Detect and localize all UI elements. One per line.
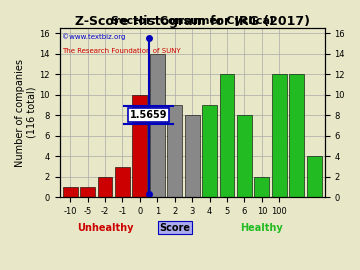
Bar: [255, 177, 269, 197]
Text: 1.5659: 1.5659: [130, 110, 167, 120]
Text: Score: Score: [159, 223, 190, 233]
Bar: [167, 105, 182, 197]
Bar: [63, 187, 78, 197]
Bar: [307, 156, 321, 197]
Text: Sector: Consumer Cyclical: Sector: Consumer Cyclical: [111, 16, 274, 26]
Bar: [272, 74, 287, 197]
Bar: [98, 177, 112, 197]
Bar: [237, 115, 252, 197]
Text: The Research Foundation of SUNY: The Research Foundation of SUNY: [62, 48, 181, 54]
Text: ©www.textbiz.org: ©www.textbiz.org: [62, 33, 126, 40]
Bar: [185, 115, 199, 197]
Text: Unhealthy: Unhealthy: [77, 223, 133, 233]
Bar: [132, 95, 147, 197]
Bar: [80, 187, 95, 197]
Bar: [220, 74, 234, 197]
Bar: [202, 105, 217, 197]
Bar: [115, 167, 130, 197]
Title: Z-Score Histogram for IRG (2017): Z-Score Histogram for IRG (2017): [75, 15, 310, 28]
Text: Healthy: Healthy: [240, 223, 283, 233]
Y-axis label: Number of companies
(116 total): Number of companies (116 total): [15, 59, 37, 167]
Bar: [289, 74, 304, 197]
Bar: [150, 54, 165, 197]
